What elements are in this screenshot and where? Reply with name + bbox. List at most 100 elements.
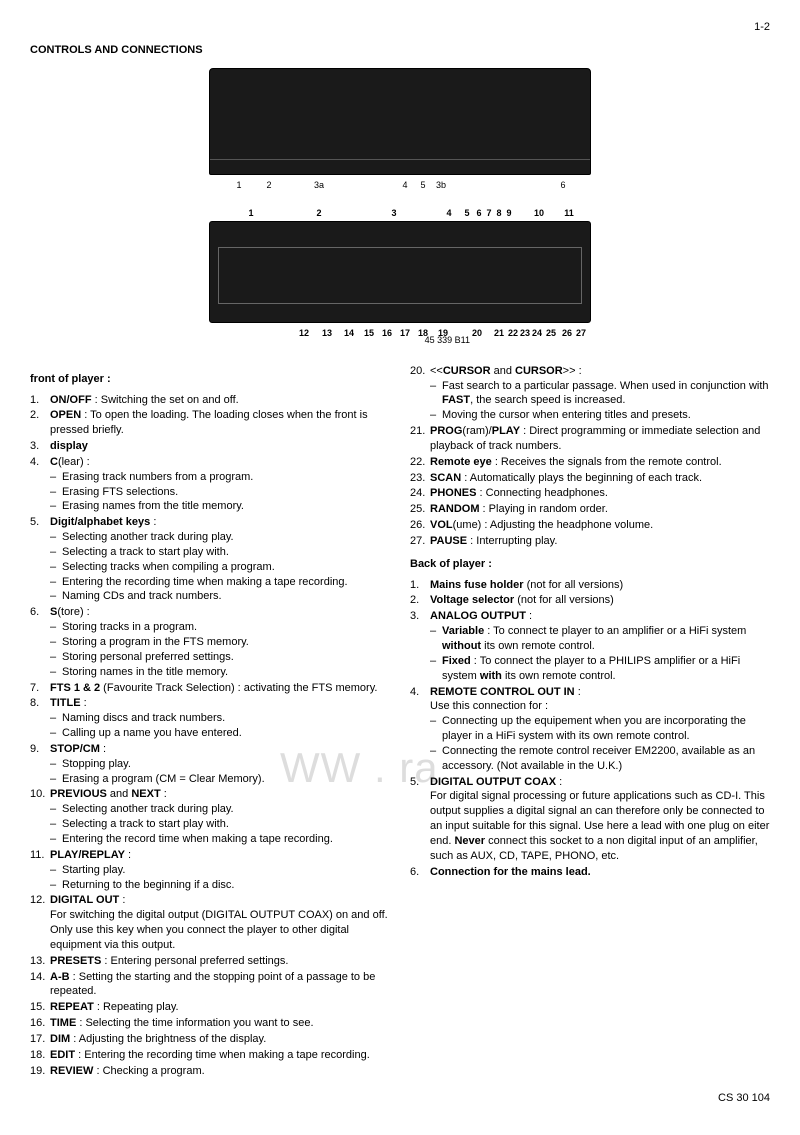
callout-label: 22 [508, 327, 518, 339]
item-body: Mains fuse holder (not for all versions) [430, 578, 770, 593]
callout-label: 24 [532, 327, 542, 339]
mid-top-callout-labels: 1234567891011 [209, 207, 589, 219]
list-item: 17.DIM : Adjusting the brightness of the… [30, 1032, 390, 1047]
item-body: PRESETS : Entering personal preferred se… [50, 954, 390, 969]
callout-label: 18 [418, 327, 428, 339]
sub-item: Selecting a track to start play with. [50, 545, 390, 560]
item-number: 2. [30, 408, 50, 438]
mid-bottom-callout-labels: 12131415161718192021222324252627 [209, 327, 589, 341]
item-number: 12. [30, 893, 50, 952]
item-body: REMOTE CONTROL OUT IN :Use this connecti… [430, 685, 770, 774]
item-number: 9. [30, 742, 50, 787]
item-body: SCAN : Automatically plays the beginning… [430, 471, 770, 486]
callout-label: 12 [299, 327, 309, 339]
item-body: DIGITAL OUT :For switching the digital o… [50, 893, 390, 952]
item-body: REPEAT : Repeating play. [50, 1000, 390, 1015]
callout-label: 8 [496, 207, 501, 219]
item-number: 3. [30, 439, 50, 454]
item-body: <<CURSOR and CURSOR>> :Fast search to a … [430, 364, 770, 423]
list-item: 1.Mains fuse holder (not for all version… [410, 578, 770, 593]
sub-item: Variable : To connect te player to an am… [430, 624, 770, 654]
item-body: PREVIOUS and NEXT :Selecting another tra… [50, 787, 390, 846]
list-item: 8.TITLE :Naming discs and track numbers.… [30, 696, 390, 741]
callout-label: 1 [236, 179, 241, 191]
item-number: 1. [30, 393, 50, 408]
list-item: 27.PAUSE : Interrupting play. [410, 534, 770, 549]
device-top-view [209, 68, 591, 175]
item-body: Connection for the mains lead. [430, 865, 770, 880]
callout-label: 14 [344, 327, 354, 339]
sub-item: Connecting the remote control receiver E… [430, 744, 770, 774]
front-heading: front of player : [30, 372, 390, 387]
callout-label: 6 [560, 179, 565, 191]
page-title: CONTROLS AND CONNECTIONS [30, 43, 770, 58]
item-body: STOP/CM :Stopping play.Erasing a program… [50, 742, 390, 787]
sub-item: Selecting tracks when compiling a progra… [50, 560, 390, 575]
list-item: 3.display [30, 439, 390, 454]
list-item: 3.ANALOG OUTPUT :Variable : To connect t… [410, 609, 770, 683]
item-number: 3. [410, 609, 430, 683]
callout-label: 6 [476, 207, 481, 219]
sub-item: Storing a program in the FTS memory. [50, 635, 390, 650]
item-body: REVIEW : Checking a program. [50, 1064, 390, 1079]
front-list: 1.ON/OFF : Switching the set on and off.… [30, 393, 390, 1079]
list-item: 25.RANDOM : Playing in random order. [410, 502, 770, 517]
list-item: 22.Remote eye : Receives the signals fro… [410, 455, 770, 470]
front-list-continued: 20.<<CURSOR and CURSOR>> :Fast search to… [410, 364, 770, 549]
item-body: DIM : Adjusting the brightness of the di… [50, 1032, 390, 1047]
item-number: 23. [410, 471, 430, 486]
list-item: 19.REVIEW : Checking a program. [30, 1064, 390, 1079]
sub-item: Naming discs and track numbers. [50, 711, 390, 726]
list-item: 2.OPEN : To open the loading. The loadin… [30, 408, 390, 438]
item-number: 27. [410, 534, 430, 549]
sub-item: Entering the record time when making a t… [50, 832, 390, 847]
sub-item: Selecting another track during play. [50, 530, 390, 545]
item-body: OPEN : To open the loading. The loading … [50, 408, 390, 438]
item-number: 5. [410, 775, 430, 864]
callout-label: 7 [486, 207, 491, 219]
item-body: PLAY/REPLAY :Starting play.Returning to … [50, 848, 390, 893]
item-number: 1. [410, 578, 430, 593]
diagram-container: 123a453b6 1234567891011 1213141516171819… [30, 68, 770, 346]
list-item: 26.VOL(ume) : Adjusting the headphone vo… [410, 518, 770, 533]
item-number: 13. [30, 954, 50, 969]
item-number: 10. [30, 787, 50, 846]
list-item: 24.PHONES : Connecting headphones. [410, 486, 770, 501]
callout-label: 13 [322, 327, 332, 339]
footer-code: CS 30 104 [30, 1091, 770, 1106]
item-body: TITLE :Naming discs and track numbers.Ca… [50, 696, 390, 741]
item-body: S(tore) :Storing tracks in a program.Sto… [50, 605, 390, 679]
item-number: 11. [30, 848, 50, 893]
sub-item: Erasing a program (CM = Clear Memory). [50, 772, 390, 787]
item-body: FTS 1 & 2 (Favourite Track Selection) : … [50, 681, 390, 696]
item-body: PAUSE : Interrupting play. [430, 534, 770, 549]
callout-label: 27 [576, 327, 586, 339]
item-number: 24. [410, 486, 430, 501]
callout-label: 21 [494, 327, 504, 339]
item-body: C(lear) :Erasing track numbers from a pr… [50, 455, 390, 514]
item-body: ON/OFF : Switching the set on and off. [50, 393, 390, 408]
sub-item: Storing tracks in a program. [50, 620, 390, 635]
list-item: 12.DIGITAL OUT :For switching the digita… [30, 893, 390, 952]
callout-label: 1 [248, 207, 253, 219]
callout-label: 15 [364, 327, 374, 339]
item-number: 14. [30, 970, 50, 1000]
callout-label: 20 [472, 327, 482, 339]
item-number: 26. [410, 518, 430, 533]
item-body: VOL(ume) : Adjusting the headphone volum… [430, 518, 770, 533]
page-number: 1-2 [30, 20, 770, 35]
item-body: Voltage selector (not for all versions) [430, 593, 770, 608]
list-item: 9.STOP/CM :Stopping play.Erasing a progr… [30, 742, 390, 787]
item-body: display [50, 439, 390, 454]
callout-label: 5 [420, 179, 425, 191]
callout-label: 4 [402, 179, 407, 191]
callout-label: 19 [438, 327, 448, 339]
top-callout-labels: 123a453b6 [209, 179, 589, 193]
list-item: 1.ON/OFF : Switching the set on and off. [30, 393, 390, 408]
item-number: 8. [30, 696, 50, 741]
callout-label: 5 [464, 207, 469, 219]
sub-item: Fixed : To connect the player to a PHILI… [430, 654, 770, 684]
callout-label: 16 [382, 327, 392, 339]
list-item: 2.Voltage selector (not for all versions… [410, 593, 770, 608]
list-item: 13.PRESETS : Entering personal preferred… [30, 954, 390, 969]
